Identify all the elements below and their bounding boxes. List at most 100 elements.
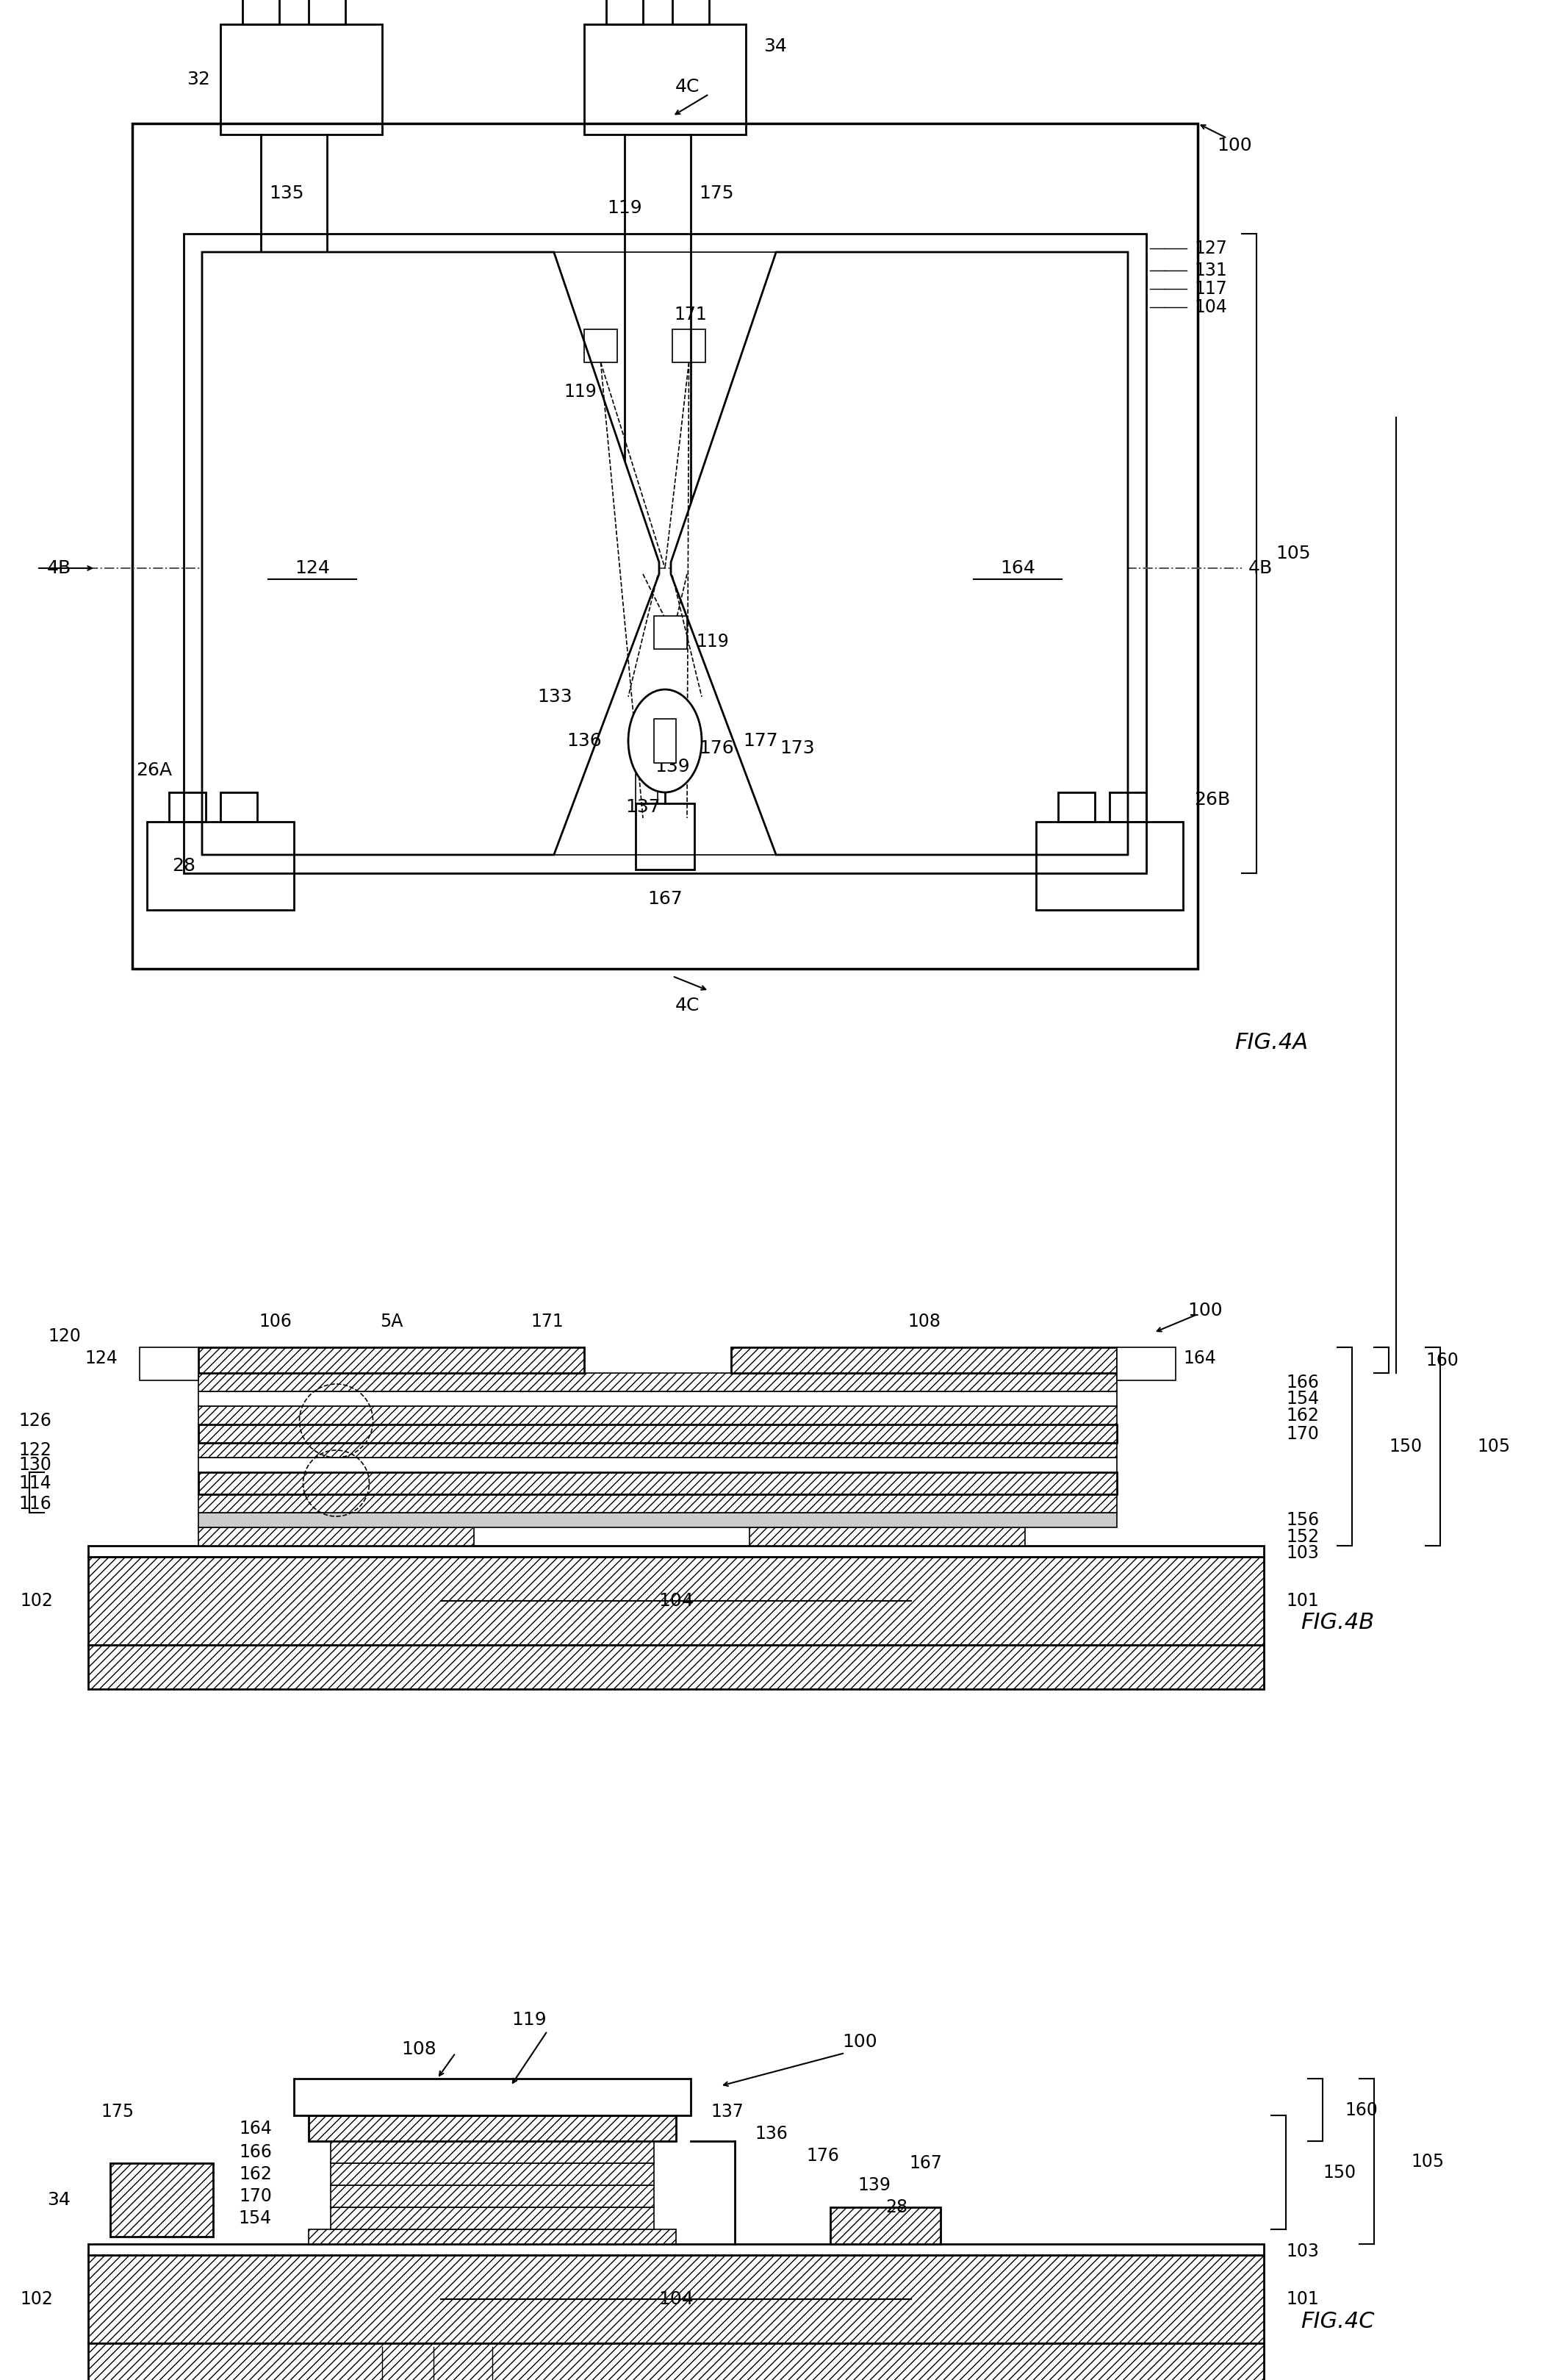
Text: 124: 124 xyxy=(85,1349,117,1366)
Bar xyxy=(198,1473,1116,1495)
Bar xyxy=(147,821,294,909)
Text: 104: 104 xyxy=(659,1592,694,1609)
Text: 171: 171 xyxy=(530,1314,564,1330)
Text: 164: 164 xyxy=(1183,1349,1217,1366)
Text: 114: 114 xyxy=(19,1476,51,1492)
Text: 130: 130 xyxy=(19,1457,51,1473)
Text: 160: 160 xyxy=(1345,2102,1377,2118)
Bar xyxy=(731,1347,1116,1373)
Text: 166: 166 xyxy=(1286,1373,1319,1390)
Bar xyxy=(331,2206,654,2230)
Bar xyxy=(203,252,1129,854)
Text: 4C: 4C xyxy=(674,79,699,95)
Text: 124: 124 xyxy=(295,559,329,576)
Bar xyxy=(198,1392,1116,1407)
Text: 28: 28 xyxy=(886,2199,908,2216)
Text: 167: 167 xyxy=(648,890,682,907)
Text: FIG.4C: FIG.4C xyxy=(1300,2311,1374,2332)
Bar xyxy=(294,2078,691,2116)
Bar xyxy=(88,1645,1263,1690)
Text: 116: 116 xyxy=(19,1495,51,1511)
Text: 177: 177 xyxy=(744,733,778,750)
Text: 34: 34 xyxy=(764,38,787,55)
Bar xyxy=(750,1528,1025,1545)
Text: 171: 171 xyxy=(674,305,707,324)
Text: 108: 108 xyxy=(402,2040,436,2059)
Bar xyxy=(331,2142,654,2163)
Bar xyxy=(830,2206,940,2244)
Text: 4B: 4B xyxy=(46,559,71,576)
Bar xyxy=(654,616,686,650)
Text: 156: 156 xyxy=(1286,1511,1319,1528)
Bar xyxy=(198,1373,1116,1392)
Bar xyxy=(673,0,710,24)
Text: 100: 100 xyxy=(1217,136,1252,155)
Bar xyxy=(309,2230,676,2244)
Text: 119: 119 xyxy=(512,2011,547,2028)
Text: 28: 28 xyxy=(172,857,195,876)
Text: 119: 119 xyxy=(696,633,730,650)
Text: 106: 106 xyxy=(260,1314,292,1330)
Text: 119: 119 xyxy=(564,383,597,400)
Text: 136: 136 xyxy=(567,733,601,750)
Polygon shape xyxy=(671,252,1129,854)
Ellipse shape xyxy=(628,690,702,793)
Text: 105: 105 xyxy=(1275,545,1311,562)
Bar xyxy=(184,233,1146,873)
Text: 139: 139 xyxy=(858,2175,890,2194)
Bar xyxy=(133,124,1198,969)
Bar xyxy=(169,793,206,821)
Bar xyxy=(88,2244,1263,2254)
Bar xyxy=(635,804,694,869)
Text: 164: 164 xyxy=(1000,559,1036,576)
Text: 26B: 26B xyxy=(1195,790,1231,809)
Text: 100: 100 xyxy=(843,2033,877,2052)
Bar xyxy=(198,1495,1116,1514)
Bar xyxy=(88,1557,1263,1645)
Text: 176: 176 xyxy=(807,2147,839,2166)
Text: 175: 175 xyxy=(100,2104,135,2121)
Text: 101: 101 xyxy=(1286,2290,1319,2309)
Text: 150: 150 xyxy=(1388,1438,1422,1454)
Text: 164: 164 xyxy=(240,2121,272,2137)
Text: 103: 103 xyxy=(1286,1545,1319,1561)
Text: 173: 173 xyxy=(779,740,815,757)
Text: 108: 108 xyxy=(908,1314,940,1330)
Bar xyxy=(1110,793,1146,821)
Bar xyxy=(331,2163,654,2185)
Bar xyxy=(1116,1347,1175,1380)
Bar xyxy=(1036,821,1183,909)
Text: 120: 120 xyxy=(48,1328,80,1345)
Bar xyxy=(221,24,382,136)
Text: 127: 127 xyxy=(1194,240,1228,257)
Text: 5A: 5A xyxy=(380,1314,404,1330)
Text: 131: 131 xyxy=(1194,262,1228,278)
Text: 166: 166 xyxy=(240,2144,272,2161)
Bar xyxy=(88,1545,1263,1557)
Text: 104: 104 xyxy=(1194,298,1228,317)
Text: 150: 150 xyxy=(1323,2163,1356,2180)
Bar xyxy=(243,0,280,24)
Bar xyxy=(331,2185,654,2206)
Text: 104: 104 xyxy=(659,2290,694,2309)
Text: 162: 162 xyxy=(1286,1407,1319,1423)
Text: 126: 126 xyxy=(19,1411,51,1430)
Text: 32: 32 xyxy=(187,71,210,88)
Bar xyxy=(198,1426,1116,1442)
Text: 100: 100 xyxy=(1187,1302,1223,1319)
Text: 135: 135 xyxy=(269,186,305,202)
Text: 103: 103 xyxy=(1286,2242,1319,2261)
Text: 34: 34 xyxy=(46,2192,71,2209)
Text: 176: 176 xyxy=(699,740,734,757)
Polygon shape xyxy=(203,252,659,854)
Text: 122: 122 xyxy=(19,1442,51,1459)
Text: 102: 102 xyxy=(20,2290,53,2309)
Bar xyxy=(309,0,345,24)
Bar xyxy=(584,24,745,136)
Text: FIG.4A: FIG.4A xyxy=(1234,1031,1308,1052)
Bar xyxy=(88,2254,1263,2344)
Bar xyxy=(584,328,617,362)
Text: 101: 101 xyxy=(1286,1592,1319,1609)
Bar xyxy=(198,1514,1116,1528)
Text: 170: 170 xyxy=(240,2187,272,2204)
